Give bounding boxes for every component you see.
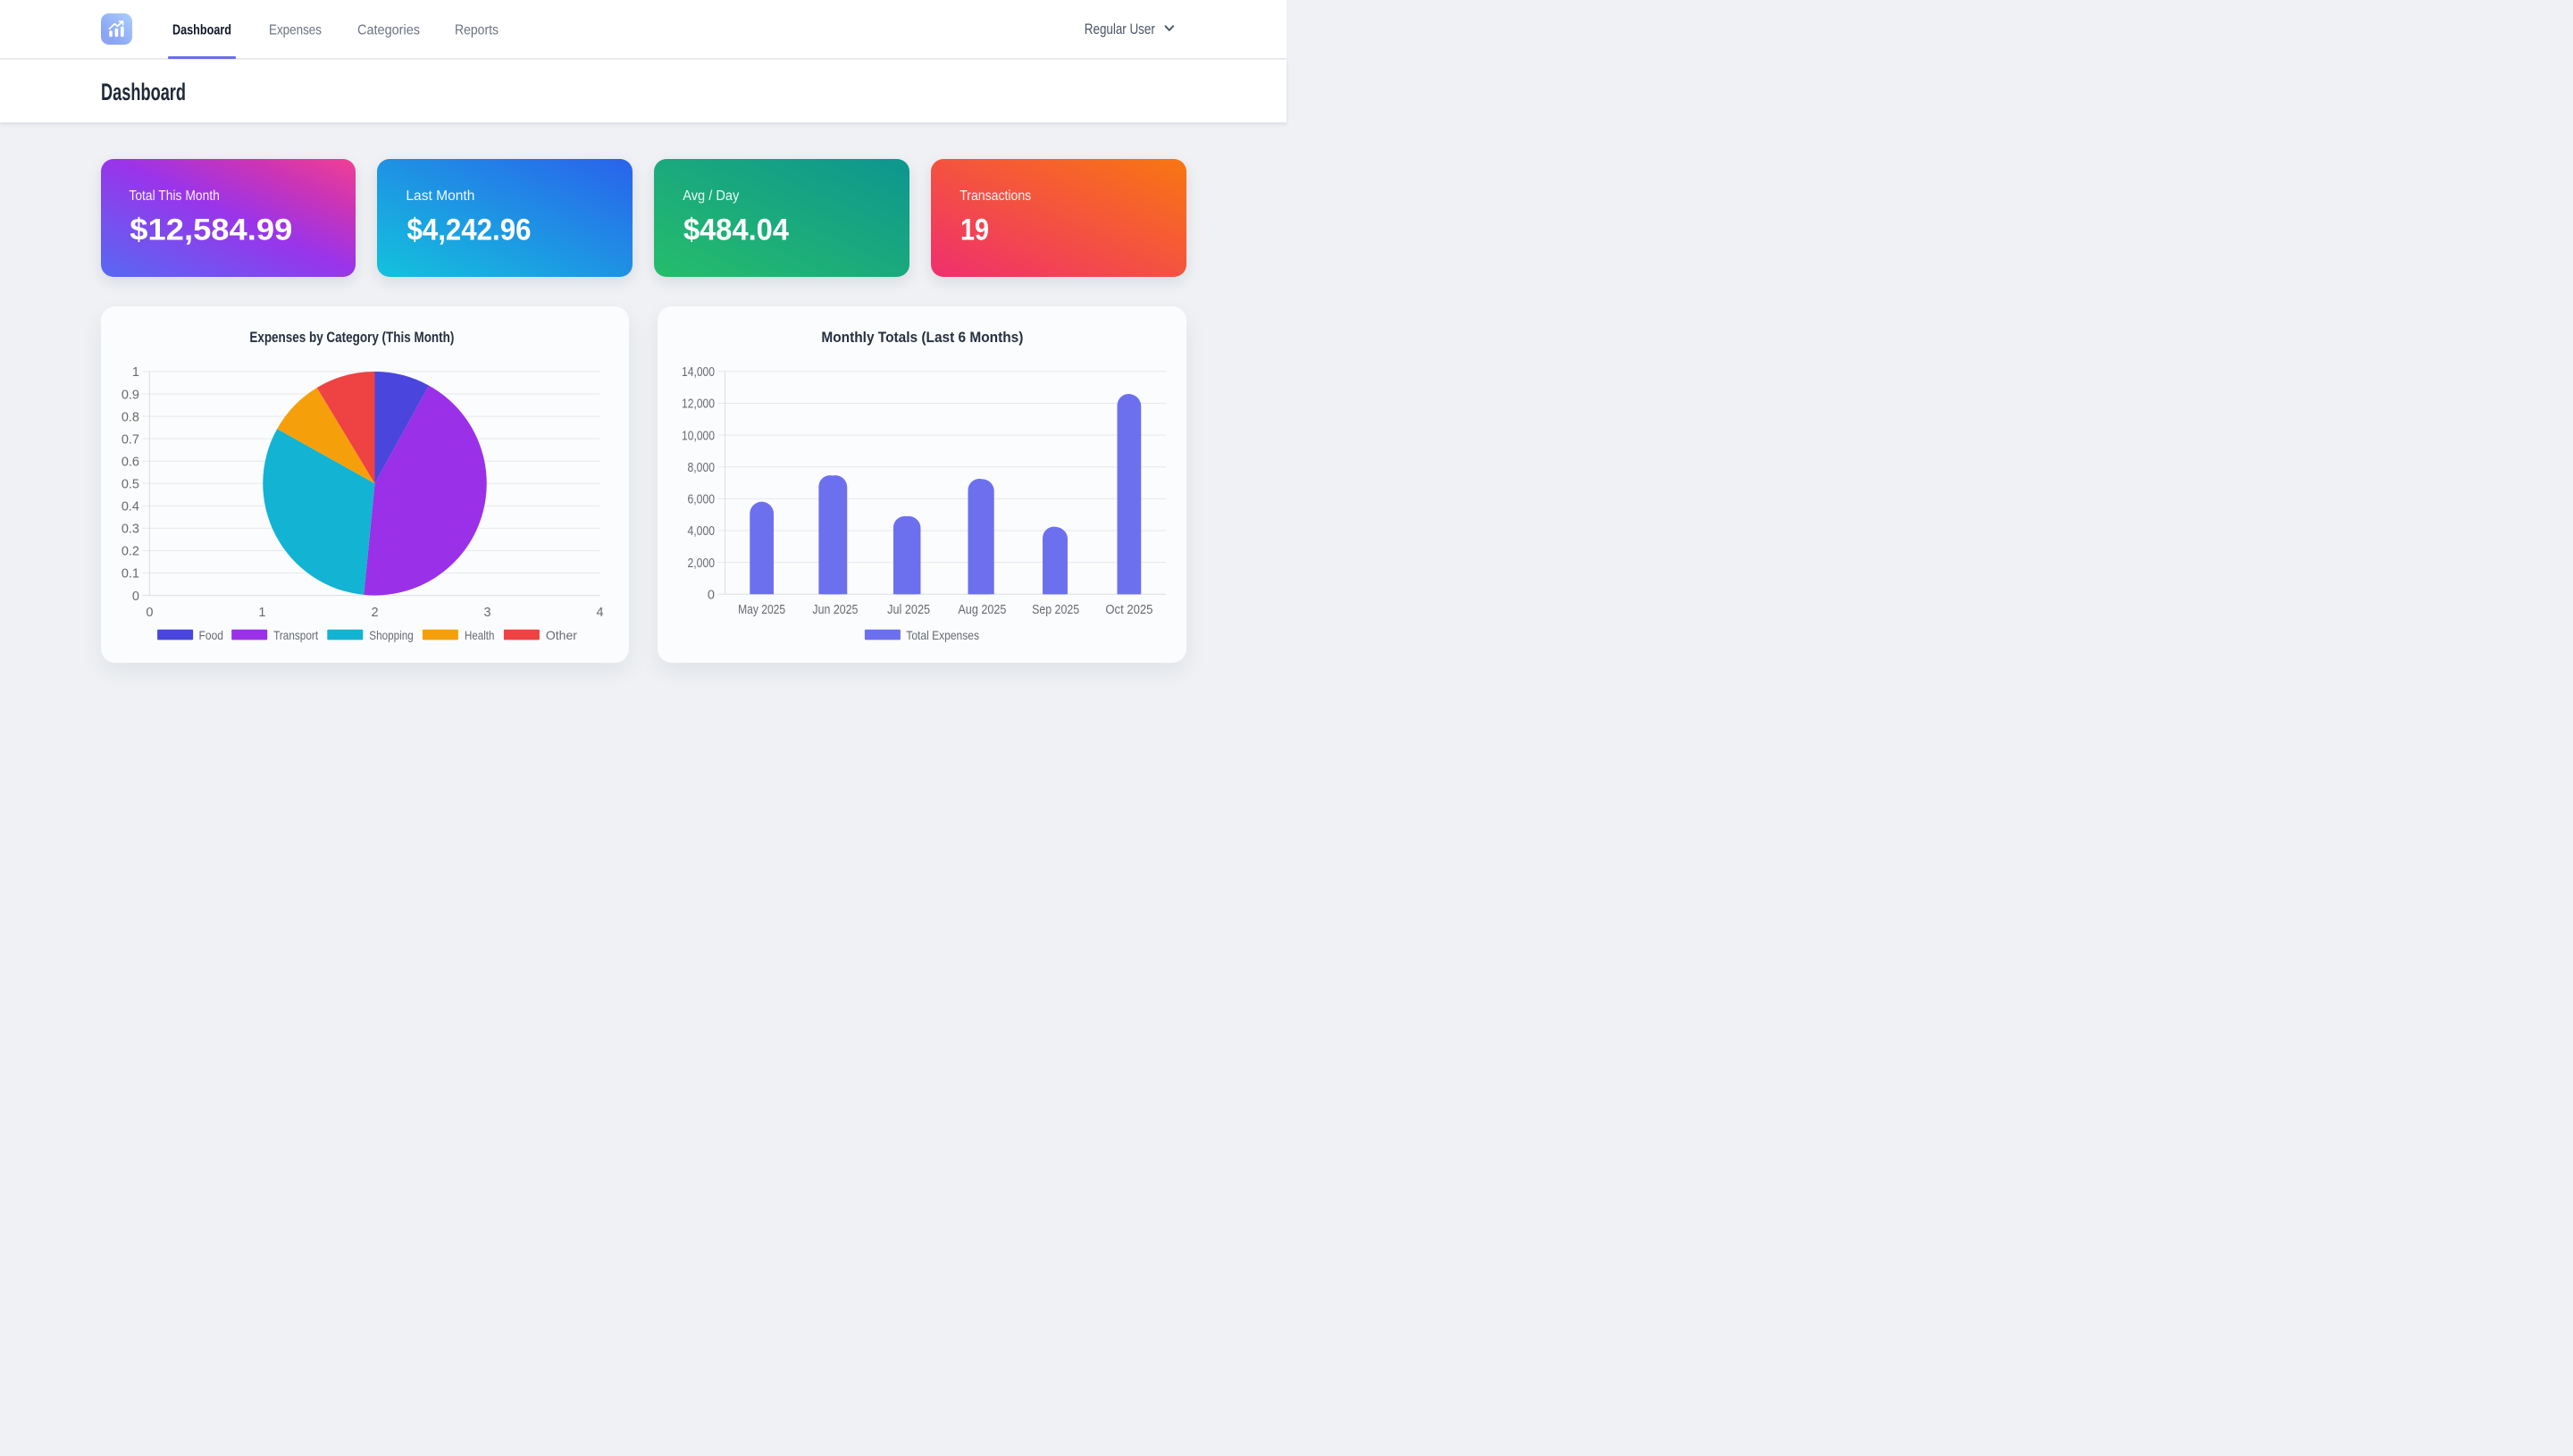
svg-text:2: 2 <box>371 606 378 620</box>
svg-text:12,000: 12,000 <box>682 397 715 412</box>
svg-text:Total Expenses: Total Expenses <box>906 628 979 642</box>
svg-text:0.2: 0.2 <box>122 545 139 559</box>
svg-text:0.5: 0.5 <box>122 478 139 492</box>
svg-text:Dashboard: Dashboard <box>101 79 186 105</box>
svg-text:Transport: Transport <box>273 628 318 642</box>
svg-text:Aug 2025: Aug 2025 <box>958 603 1006 617</box>
svg-text:0.6: 0.6 <box>122 455 139 469</box>
svg-text:Total This Month: Total This Month <box>129 188 220 204</box>
svg-text:6,000: 6,000 <box>688 493 716 507</box>
svg-text:Expenses by Category (This Mon: Expenses by Category (This Month) <box>249 329 454 346</box>
svg-text:Shopping: Shopping <box>369 628 413 642</box>
svg-text:0: 0 <box>708 589 715 603</box>
svg-text:Last Month: Last Month <box>406 188 474 204</box>
svg-text:Sep 2025: Sep 2025 <box>1032 603 1079 617</box>
svg-text:Jun 2025: Jun 2025 <box>812 603 858 617</box>
svg-text:Health: Health <box>465 628 494 642</box>
svg-text:May 2025: May 2025 <box>738 603 785 617</box>
svg-text:4,000: 4,000 <box>688 524 716 539</box>
svg-text:Avg / Day: Avg / Day <box>683 188 739 204</box>
svg-text:Other: Other <box>546 628 577 642</box>
svg-text:19: 19 <box>960 213 989 247</box>
svg-text:3: 3 <box>484 606 491 620</box>
svg-text:4: 4 <box>597 606 604 620</box>
svg-text:$484.04: $484.04 <box>683 213 789 247</box>
svg-text:Jul 2025: Jul 2025 <box>887 603 930 617</box>
svg-text:0.3: 0.3 <box>122 523 139 537</box>
svg-text:Expenses: Expenses <box>269 22 322 38</box>
svg-text:Reports: Reports <box>455 22 499 38</box>
svg-text:Dashboard: Dashboard <box>172 22 231 38</box>
svg-text:14,000: 14,000 <box>682 365 715 380</box>
svg-text:0.4: 0.4 <box>122 500 139 515</box>
svg-text:Transactions: Transactions <box>960 188 1031 204</box>
svg-text:0.8: 0.8 <box>122 410 139 424</box>
svg-text:Categories: Categories <box>357 22 420 38</box>
svg-text:10,000: 10,000 <box>682 429 715 443</box>
svg-text:$12,584.99: $12,584.99 <box>130 213 292 247</box>
svg-text:8,000: 8,000 <box>688 461 716 475</box>
svg-text:0.9: 0.9 <box>122 388 139 402</box>
svg-text:0: 0 <box>132 590 139 604</box>
svg-text:2,000: 2,000 <box>688 556 716 571</box>
svg-text:Monthly Totals (Last 6 Months): Monthly Totals (Last 6 Months) <box>821 329 1023 346</box>
svg-text:0.1: 0.1 <box>122 567 139 582</box>
svg-text:1: 1 <box>258 606 265 620</box>
svg-text:0.7: 0.7 <box>122 432 139 447</box>
svg-text:0: 0 <box>146 606 153 620</box>
svg-text:$4,242.96: $4,242.96 <box>407 213 532 247</box>
svg-text:Oct 2025: Oct 2025 <box>1105 603 1152 617</box>
svg-text:1: 1 <box>132 365 139 380</box>
svg-text:Food: Food <box>199 628 224 642</box>
svg-text:Regular User: Regular User <box>1085 21 1155 38</box>
